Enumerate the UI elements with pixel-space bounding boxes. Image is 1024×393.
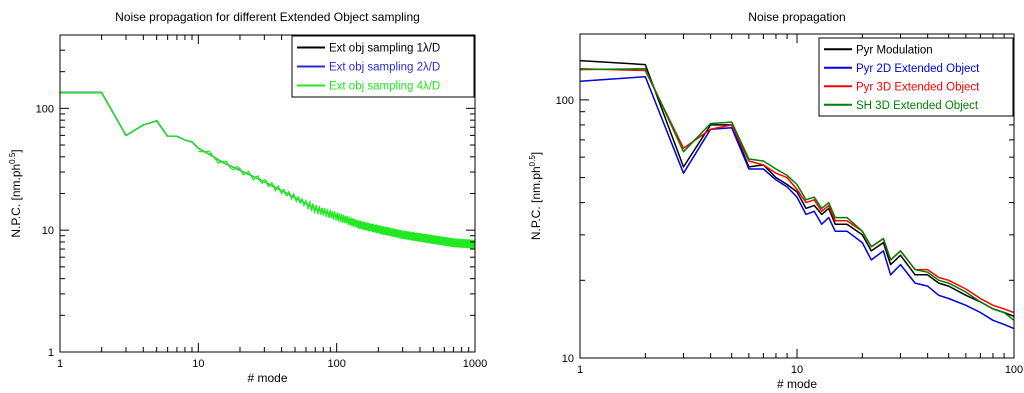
series-line-1 xyxy=(580,59,1014,318)
legend: Pyr Modulation Pyr 2D Extended Object Pyr … xyxy=(818,37,1014,117)
series-line-3 xyxy=(60,91,475,245)
legend-entry: Pyr 3D Extended Object xyxy=(856,81,980,93)
series-noise-detail xyxy=(198,150,475,249)
y-axis-label-sup: 0.5 xyxy=(8,152,17,164)
legend: Ext obj sampling 1λ/D Ext obj sampling 2λ… xyxy=(291,35,475,98)
legend-entry: Ext obj sampling 4λ/D xyxy=(329,81,440,93)
x-tick-label: 100 xyxy=(327,358,345,370)
series-line-2 xyxy=(60,91,475,245)
x-axis-label: # mode xyxy=(777,377,817,391)
x-tick-label: 100 xyxy=(1005,364,1023,376)
y-axis-label-sup: 0.5 xyxy=(528,155,537,167)
chart-title: Noise propagation xyxy=(748,10,845,24)
legend-entry: SH 3D Extended Object xyxy=(856,100,979,112)
x-tick-label: 10 xyxy=(192,358,204,370)
left-chart: Noise propagation for different Extended… xyxy=(8,10,487,385)
x-tick-label: 1 xyxy=(577,364,583,376)
y-axis-label: N.P.C. [nm.ph0.5] xyxy=(528,152,543,240)
y-tick-label: 10 xyxy=(42,225,54,237)
series-line-2 xyxy=(580,75,1014,330)
y-tick-label: 100 xyxy=(556,95,574,107)
legend-entry: Pyr 2D Extended Object xyxy=(856,63,980,75)
y-tick-label: 1 xyxy=(48,347,54,359)
legend-entry: Ext obj sampling 2λ/D xyxy=(329,62,440,74)
legend-box xyxy=(291,35,475,98)
legend-box xyxy=(818,37,1014,117)
y-tick-label: 10 xyxy=(562,353,574,365)
y-tick-label: 100 xyxy=(36,103,54,115)
y-axis-label-main: N.P.C. [nm.ph xyxy=(9,164,23,238)
series-line-4 xyxy=(580,68,1014,321)
series-group xyxy=(580,59,1014,330)
legend-entry: Ext obj sampling 1λ/D xyxy=(329,43,440,55)
x-tick-label: 10 xyxy=(791,364,803,376)
y-axis-label-end: ] xyxy=(529,152,543,155)
x-tick-label: 1000 xyxy=(463,358,487,370)
series-group xyxy=(60,91,475,249)
series-line-3 xyxy=(580,68,1014,314)
y-axis-label: N.P.C. [nm.ph0.5] xyxy=(8,149,23,237)
chart-title: Noise propagation for different Extended… xyxy=(115,10,420,24)
x-tick-label: 1 xyxy=(57,358,63,370)
series-line-1 xyxy=(60,91,475,245)
y-axis-label-main: N.P.C. [nm.ph xyxy=(529,166,543,240)
x-axis-label: # mode xyxy=(247,371,287,385)
legend-entry: Pyr Modulation xyxy=(856,44,933,56)
y-axis-label-end: ] xyxy=(9,149,23,152)
